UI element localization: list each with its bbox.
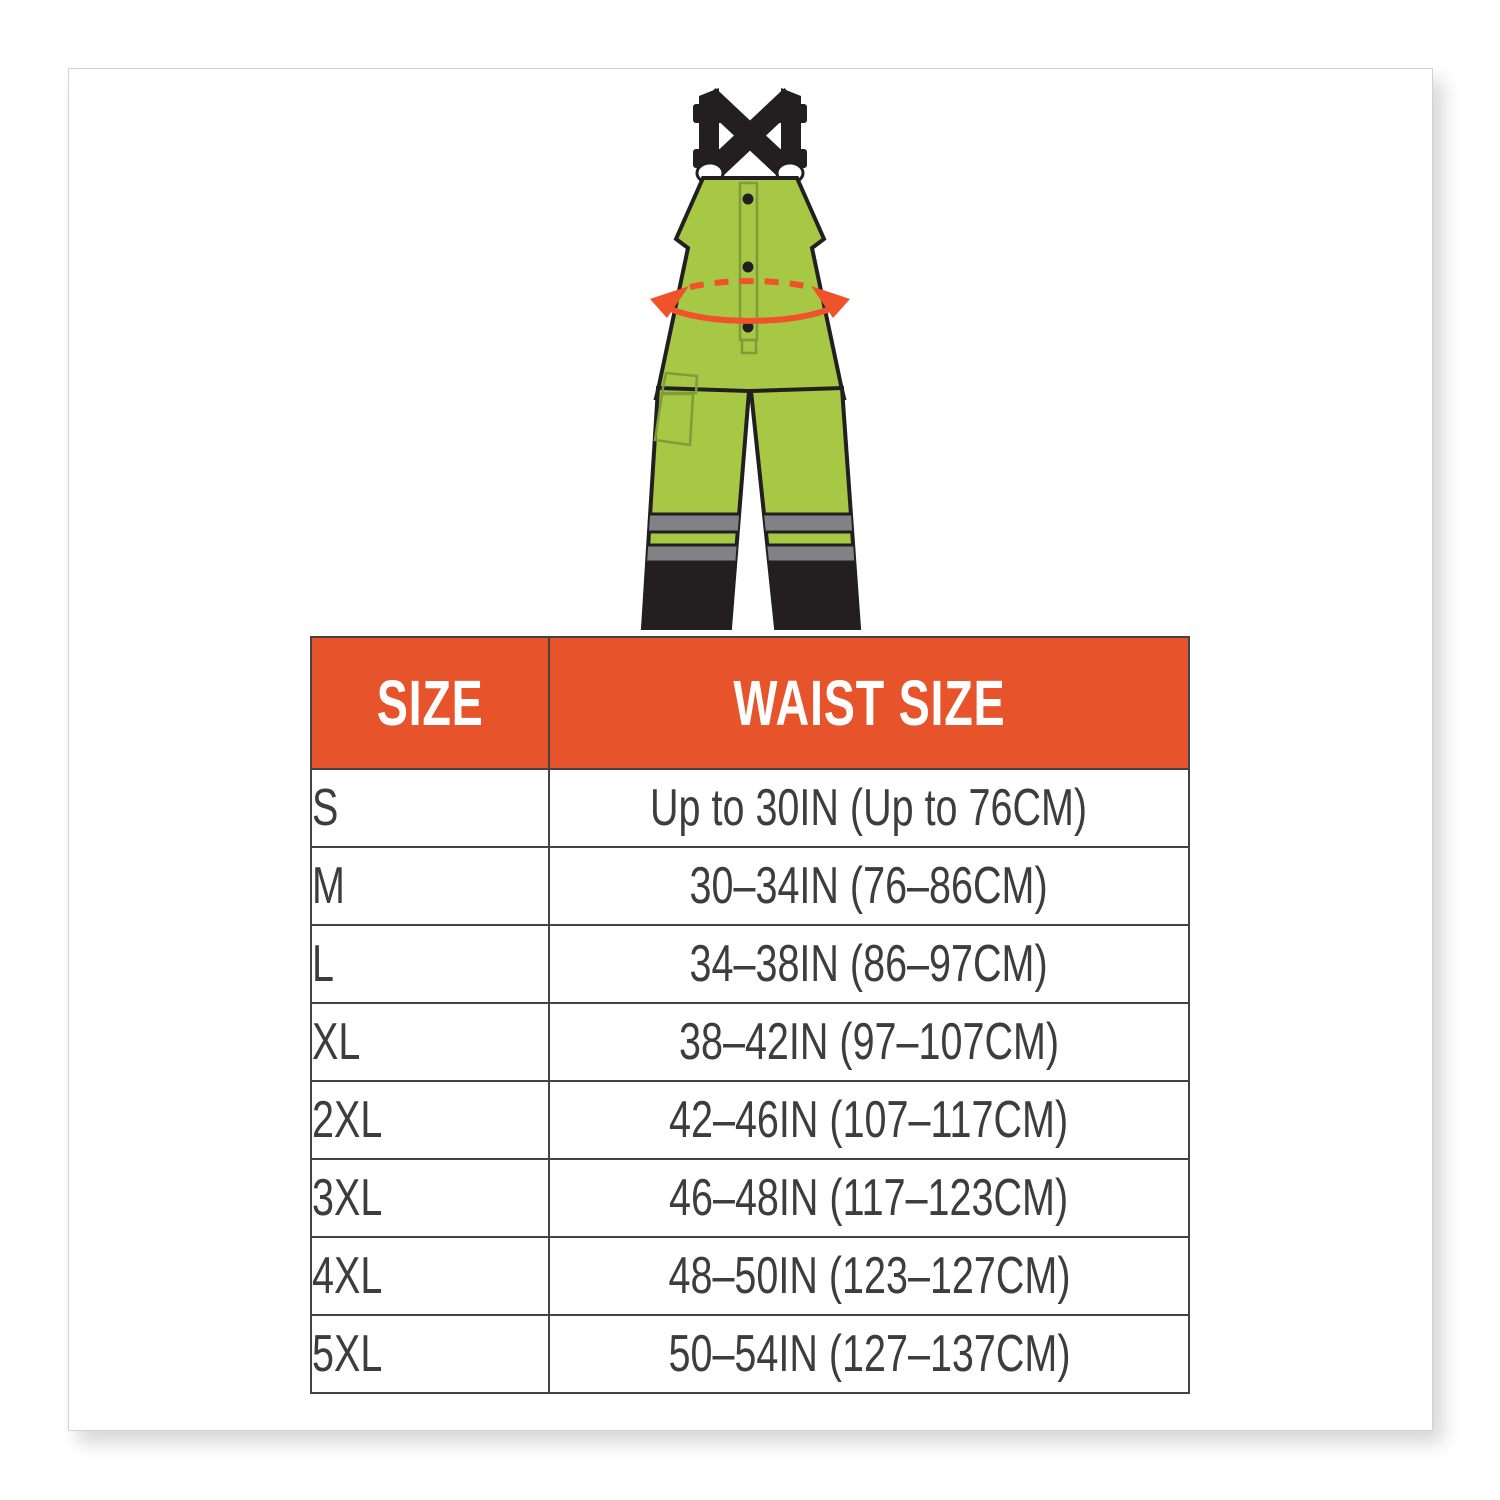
size-chart-table: SIZE WAIST SIZE S Up to 30IN (Up to 76CM…: [310, 636, 1190, 1394]
waist-value: 30–34IN (76–86CM): [548, 846, 1190, 926]
table-row: 4XL 48–50IN (123–127CM): [310, 1236, 1190, 1316]
waist-value: 34–38IN (86–97CM): [548, 924, 1190, 1004]
header-waist-size: WAIST SIZE: [548, 636, 1190, 770]
table-row: 2XL 42–46IN (107–117CM): [310, 1080, 1190, 1160]
header-size-label: SIZE: [376, 667, 484, 739]
size-value: S: [310, 768, 550, 848]
suspenders-straps: [693, 87, 807, 185]
table-row: S Up to 30IN (Up to 76CM): [310, 768, 1190, 848]
size-value: 4XL: [310, 1236, 550, 1316]
size-value: XL: [310, 1002, 550, 1082]
measure-arrowhead-left: [650, 286, 689, 318]
size-value: 5XL: [310, 1314, 550, 1394]
header-size: SIZE: [310, 636, 550, 770]
size-value: 2XL: [310, 1080, 550, 1160]
garment-details: [653, 181, 759, 447]
table-row: M 30–34IN (76–86CM): [310, 846, 1190, 926]
waist-value: 42–46IN (107–117CM): [548, 1080, 1190, 1160]
size-value: L: [310, 924, 550, 1004]
measure-arrowhead-right: [811, 286, 850, 318]
waist-value: Up to 30IN (Up to 76CM): [548, 768, 1190, 848]
table-row: 5XL 50–54IN (127–137CM): [310, 1314, 1190, 1394]
garment-legs: [640, 385, 862, 630]
waist-value: 46–48IN (117–123CM): [548, 1158, 1190, 1238]
table-row: L 34–38IN (86–97CM): [310, 924, 1190, 1004]
size-value: M: [310, 846, 550, 926]
header-waist-size-label: WAIST SIZE: [732, 667, 1006, 739]
waist-value: 38–42IN (97–107CM): [548, 1002, 1190, 1082]
waist-value: 48–50IN (123–127CM): [548, 1236, 1190, 1316]
table-row: 3XL 46–48IN (117–123CM): [310, 1158, 1190, 1238]
waist-value: 50–54IN (127–137CM): [548, 1314, 1190, 1394]
size-chart-header-row: SIZE WAIST SIZE: [310, 636, 1190, 770]
bib-overalls-illustration: [640, 87, 862, 630]
table-row: XL 38–42IN (97–107CM): [310, 1002, 1190, 1082]
size-value: 3XL: [310, 1158, 550, 1238]
waist-measure-arrow: [650, 278, 850, 324]
